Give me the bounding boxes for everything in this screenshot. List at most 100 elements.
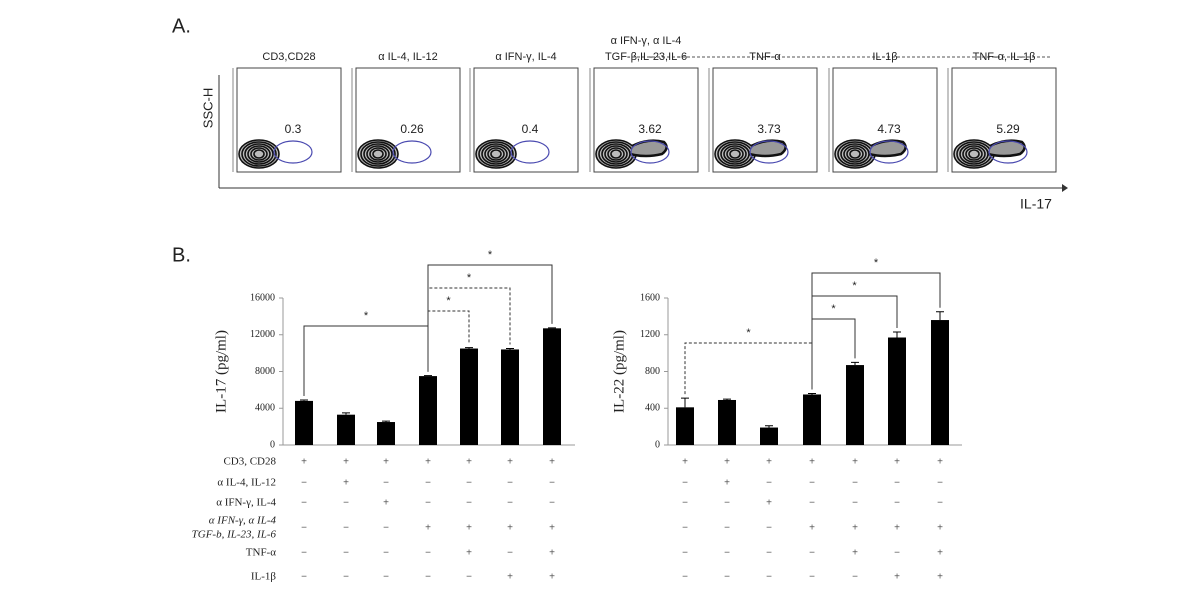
significance-star: * — [831, 303, 836, 315]
treatment-mark: − — [766, 523, 772, 534]
y-tick-label: 12000 — [250, 329, 275, 340]
contour-ring — [965, 147, 983, 161]
contour-ring — [490, 149, 502, 159]
contour-ring — [604, 145, 628, 163]
treatment-mark: + — [682, 457, 688, 468]
gate-percent: 5.29 — [996, 122, 1020, 136]
contour — [238, 139, 280, 169]
treatment-mark: − — [809, 478, 815, 489]
bar — [931, 320, 949, 445]
error-bar — [465, 347, 473, 349]
treatment-mark: + — [466, 457, 472, 468]
significance-star: * — [852, 280, 857, 292]
y-tick-label: 8000 — [255, 366, 275, 377]
contour-ring — [369, 147, 387, 161]
gate-percent: 3.73 — [757, 122, 781, 136]
treatment-mark: + — [301, 457, 307, 468]
contour — [953, 139, 1026, 169]
treatment-mark: + — [894, 457, 900, 468]
treatment-mark: + — [809, 523, 815, 534]
treatment-mark: + — [852, 523, 858, 534]
plot-title: α IFN-γ, IL-4 — [495, 51, 556, 63]
contour — [475, 139, 517, 169]
y-tick-label: 16000 — [250, 292, 275, 303]
treatment-mark: − — [682, 572, 688, 583]
contour-ring — [478, 141, 514, 167]
treatment-mark: + — [425, 457, 431, 468]
treatment-mark: − — [724, 572, 730, 583]
treatment-mark: − — [766, 478, 772, 489]
contour-ring — [481, 143, 511, 165]
plot-title: TGF-β,IL-23,IL-6 — [605, 51, 687, 63]
gate — [630, 140, 670, 164]
treatment-mark: − — [301, 523, 307, 534]
bar — [676, 407, 694, 445]
plot-title: α IL-4, IL-12 — [378, 51, 438, 63]
contour-ring — [962, 145, 986, 163]
treatment-mark: − — [894, 478, 900, 489]
contour — [714, 139, 787, 169]
treatment-mark: − — [937, 478, 943, 489]
treatment-label: α IL-4, IL-12 — [217, 477, 276, 489]
gate — [273, 140, 313, 164]
error-bar — [506, 348, 514, 350]
contour-ring — [487, 147, 505, 161]
significance-bracket — [303, 325, 429, 396]
gate-percent: 3.62 — [638, 122, 662, 136]
treatment-mark: − — [682, 498, 688, 509]
treatment-mark: − — [852, 478, 858, 489]
treatment-mark: + — [343, 457, 349, 468]
treatment-mark: − — [383, 478, 389, 489]
significance-bracket — [811, 272, 941, 390]
plot-title: TNF-α, IL-1β — [973, 51, 1036, 63]
error-bar — [300, 399, 308, 401]
error-bar — [681, 397, 689, 408]
treatment-mark: − — [724, 548, 730, 559]
bar — [888, 337, 906, 445]
treatment-mark: + — [383, 457, 389, 468]
treatment-mark: − — [507, 548, 513, 559]
bar — [760, 427, 778, 445]
contour-ring — [372, 149, 384, 159]
significance-star: * — [746, 327, 751, 339]
treatment-mark: + — [724, 457, 730, 468]
treatment-mark: − — [343, 523, 349, 534]
treatment-mark: − — [425, 478, 431, 489]
contour-ring — [843, 145, 867, 163]
gate — [869, 140, 909, 164]
treatment-mark: + — [549, 548, 555, 559]
treatment-mark: − — [301, 572, 307, 583]
treatment-mark: − — [383, 523, 389, 534]
treatment-mark: + — [466, 523, 472, 534]
treatment-mark: − — [549, 498, 555, 509]
treatment-mark: − — [766, 572, 772, 583]
contour-ring — [241, 141, 277, 167]
treatment-mark: + — [766, 498, 772, 509]
bar — [718, 399, 736, 445]
treatment-mark: − — [425, 498, 431, 509]
treatment-mark: − — [425, 548, 431, 559]
contour-ring — [968, 149, 980, 159]
treatment-mark: − — [466, 498, 472, 509]
treatment-mark: − — [809, 548, 815, 559]
error-bar — [382, 420, 390, 423]
treatment-mark: − — [937, 498, 943, 509]
plot-title: α IFN-γ, α IL-4 — [611, 35, 682, 47]
plot-title: CD3,CD28 — [262, 51, 315, 63]
treatment-mark: − — [466, 478, 472, 489]
plot-title: IL-1β — [872, 51, 897, 63]
treatment-mark: + — [724, 478, 730, 489]
panel-label: A. — [172, 15, 191, 37]
error-bar — [342, 412, 350, 415]
treatment-mark: − — [383, 572, 389, 583]
contour-ring — [610, 149, 622, 159]
treatment-mark: − — [383, 548, 389, 559]
gate — [392, 140, 432, 164]
y-tick-label: 0 — [655, 439, 660, 450]
treatment-mark: − — [343, 498, 349, 509]
treatment-mark: − — [343, 572, 349, 583]
bar — [377, 422, 395, 445]
treatment-mark: + — [549, 457, 555, 468]
bar — [419, 376, 437, 445]
